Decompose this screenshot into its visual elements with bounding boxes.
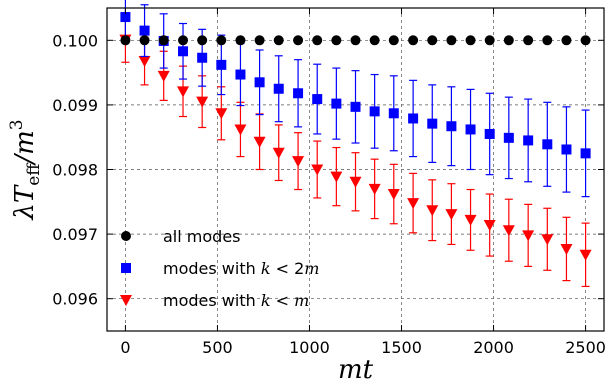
data-point [235, 69, 246, 80]
data-point [196, 96, 209, 108]
data-point [426, 205, 439, 217]
data-point [542, 35, 553, 46]
data-point [253, 136, 266, 148]
data-point [234, 124, 247, 136]
data-point [388, 35, 399, 46]
data-point [138, 55, 151, 67]
data-point [580, 148, 591, 159]
series-triangle-down [119, 16, 592, 288]
data-point [387, 189, 400, 201]
data-point [157, 70, 170, 82]
data-point [158, 35, 169, 46]
data-point [235, 35, 246, 46]
data-point [445, 209, 458, 221]
data-point [503, 35, 514, 46]
data-point [484, 35, 495, 46]
data-point [197, 35, 208, 46]
data-point [523, 35, 534, 46]
data-point [216, 59, 227, 70]
data-point [446, 121, 457, 132]
y-tick-label: 0.097 [52, 225, 98, 244]
legend-entry: modes with k < 2m [163, 259, 319, 278]
data-point [293, 88, 304, 99]
data-point [350, 101, 361, 112]
series-square [120, 0, 591, 198]
data-point [580, 35, 591, 46]
data-point [579, 249, 592, 261]
data-point [178, 35, 189, 46]
data-point [503, 132, 514, 143]
data-point [272, 147, 285, 159]
data-point [427, 118, 438, 129]
data-point [407, 198, 420, 210]
x-tick-label: 1000 [289, 338, 330, 357]
y-axis-label: λTeff/m3 [7, 119, 44, 220]
data-point [311, 164, 324, 176]
data-point [369, 35, 380, 46]
data-point [388, 108, 399, 119]
y-tick-label: 0.100 [52, 31, 98, 50]
data-point [368, 183, 381, 195]
data-point [120, 12, 131, 23]
data-point [561, 35, 572, 46]
x-tick-label: 1500 [381, 338, 422, 357]
legend-entry: modes with k < m [163, 291, 309, 310]
x-tick-label: 2000 [473, 338, 514, 357]
data-point [427, 35, 438, 46]
ticks [107, 8, 604, 331]
data-point [216, 35, 227, 46]
data-point [561, 144, 572, 155]
x-tick-label: 0 [120, 338, 130, 357]
data-point [331, 35, 342, 46]
data-point [331, 98, 342, 109]
data-point [465, 124, 476, 135]
data-point [408, 35, 419, 46]
data-point [465, 35, 476, 46]
legend-entry: all modes [163, 227, 241, 246]
data-point [522, 230, 535, 242]
legend: all modes modes with k < 2m modes with k <… [120, 227, 319, 310]
series-circle [120, 35, 591, 46]
legend-marker [120, 295, 132, 306]
data-point [523, 135, 534, 146]
y-tick-label: 0.096 [52, 290, 98, 309]
data-point [120, 35, 131, 46]
data-point [292, 156, 305, 168]
data-point [446, 35, 457, 46]
data-point [560, 243, 573, 255]
x-axis-label: mt [338, 355, 374, 383]
data-point [197, 52, 208, 63]
data-point [312, 94, 323, 105]
data-point [542, 139, 553, 150]
data-point [541, 234, 554, 246]
data-point [350, 35, 361, 46]
data-point [215, 108, 228, 120]
legend-marker [121, 263, 131, 273]
legend-marker [121, 231, 131, 241]
data-point [177, 86, 190, 98]
data-point [349, 176, 362, 188]
data-point [502, 225, 515, 237]
data-point [330, 171, 343, 183]
data-point [254, 77, 265, 88]
data-point [273, 83, 284, 94]
data-point [273, 35, 284, 46]
data-point [483, 220, 496, 232]
y-tick-label: 0.099 [52, 96, 98, 115]
data-point [139, 25, 150, 36]
data-point [178, 46, 189, 57]
data-point [464, 214, 477, 226]
x-tick-label: 500 [202, 338, 233, 357]
data-point [369, 106, 380, 117]
x-tick-label: 2500 [565, 338, 606, 357]
data-point [484, 128, 495, 139]
data-point [293, 35, 304, 46]
data-point [139, 35, 150, 46]
data-point [312, 35, 323, 46]
data-point [254, 35, 265, 46]
data-point [408, 113, 419, 124]
y-tick-label: 0.098 [52, 161, 98, 180]
